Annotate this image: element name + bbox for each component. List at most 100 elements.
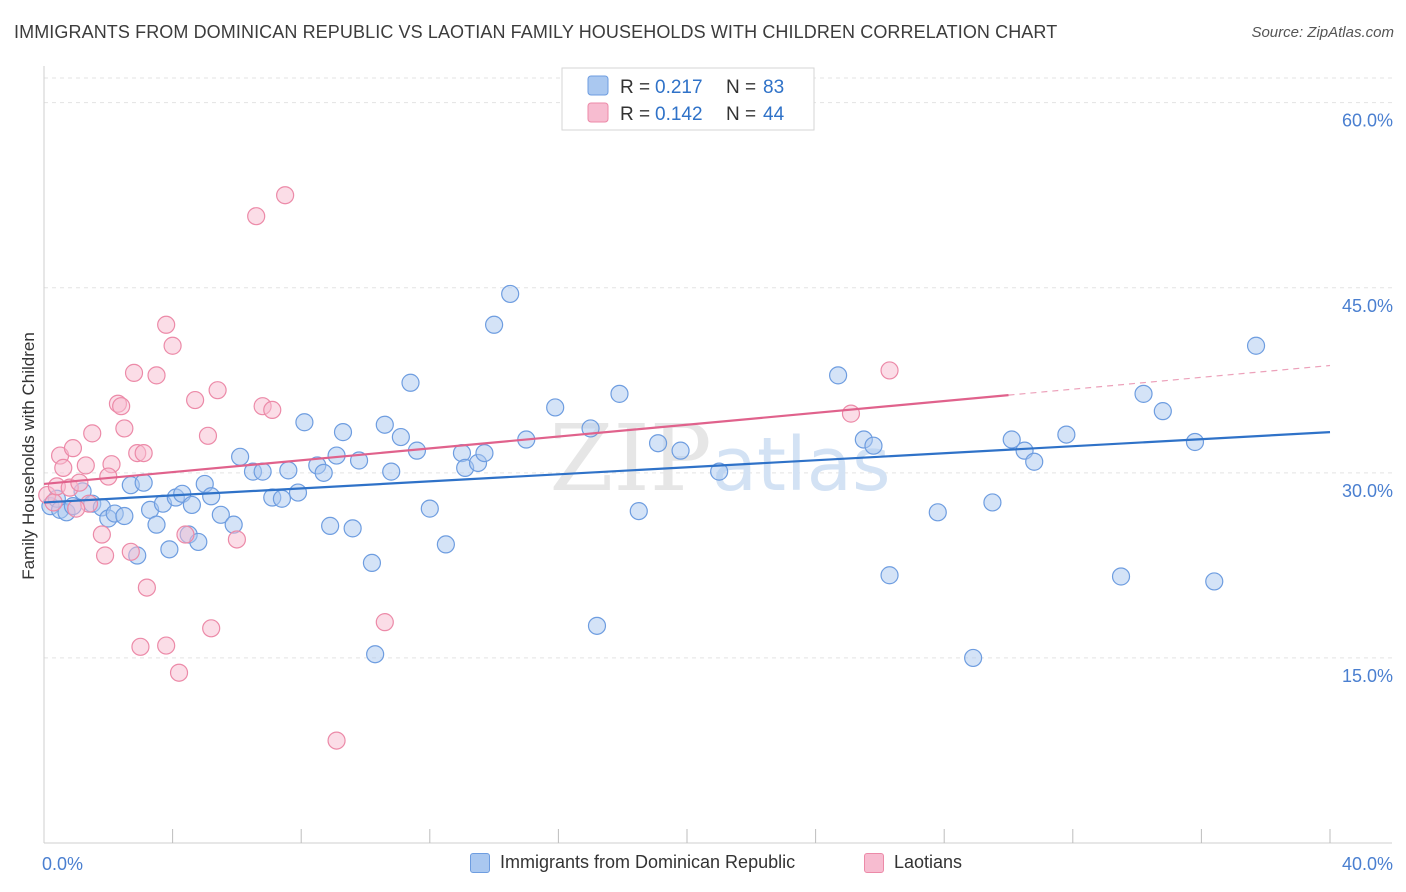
point-laotian	[202, 619, 221, 638]
point-laotian	[115, 419, 134, 438]
point-laotian	[67, 499, 86, 518]
point-dominican	[436, 535, 455, 554]
point-dominican	[452, 443, 472, 463]
legend-label-laotians: Laotians	[894, 852, 963, 872]
point-laotian	[147, 366, 166, 385]
point-dominican	[648, 434, 668, 453]
point-dominican	[1134, 384, 1153, 403]
point-laotian	[95, 546, 115, 565]
legend-r-label-2: R =	[620, 104, 650, 125]
point-laotian	[112, 397, 131, 416]
point-dominican	[1246, 336, 1266, 355]
point-dominican	[475, 443, 494, 463]
x-tick-label-max: 40.0%	[1342, 854, 1393, 874]
point-laotian	[76, 456, 95, 475]
legend-n-value-2: 44	[763, 104, 785, 125]
point-dominican	[134, 473, 153, 492]
point-dominican	[610, 384, 629, 403]
point-dominican	[272, 489, 292, 508]
point-dominican	[880, 566, 899, 585]
point-dominican	[382, 462, 401, 481]
point-laotian	[841, 404, 861, 423]
legend-swatch-laotians	[864, 852, 884, 873]
point-laotian	[131, 637, 150, 656]
point-dominican	[321, 516, 340, 535]
point-dominican	[829, 366, 848, 385]
point-laotian	[83, 424, 102, 443]
point-dominican	[182, 495, 201, 515]
legend-r-value-2: 0.142	[655, 104, 703, 125]
point-dominican	[1153, 402, 1172, 421]
point-dominican	[279, 461, 298, 480]
point-dominican	[629, 501, 648, 521]
legend-item-dominican: Immigrants from Dominican Republic	[470, 852, 795, 873]
legend-swatch-dominican	[470, 852, 490, 873]
point-dominican	[211, 505, 230, 524]
point-laotian	[247, 207, 266, 226]
point-laotian	[157, 636, 176, 655]
legend-swatch-pink	[587, 102, 609, 123]
legend-r-label-1: R =	[620, 77, 650, 98]
trend-line-0	[43, 431, 1331, 504]
point-dominican	[362, 553, 382, 573]
point-dominican	[1025, 452, 1044, 471]
point-dominican	[710, 462, 729, 481]
legend-label-dominican: Immigrants from Dominican Republic	[500, 852, 796, 872]
point-laotian	[227, 530, 246, 549]
grid-lines	[44, 77, 1392, 659]
point-dominican	[224, 515, 243, 534]
y-tick-label: 45.0%	[1342, 296, 1393, 316]
point-laotian	[375, 613, 394, 632]
legend-n-label-2: N =	[726, 104, 756, 125]
point-dominican	[202, 487, 221, 506]
legend-r-value-1: 0.217	[655, 77, 703, 98]
point-dominican	[314, 463, 333, 482]
point-dominican	[485, 315, 504, 334]
point-dominican	[295, 413, 314, 432]
point-laotian	[70, 473, 89, 492]
point-dominican	[1002, 430, 1021, 449]
point-dominican	[1205, 572, 1224, 591]
point-laotian	[124, 363, 144, 382]
chart-title: IMMIGRANTS FROM DOMINICAN REPUBLIC VS LA…	[14, 22, 1058, 42]
point-laotian	[263, 400, 282, 420]
y-tick-label: 30.0%	[1342, 481, 1393, 501]
point-dominican	[288, 483, 308, 502]
point-dominican	[391, 427, 410, 447]
point-laotian	[121, 542, 140, 561]
y-tick-label: 15.0%	[1342, 666, 1393, 686]
tick-labels: 15.0% 30.0% 45.0% 60.0% 0.0% 40.0%	[42, 111, 1393, 874]
point-dominican	[333, 423, 353, 442]
point-laotian	[186, 390, 205, 410]
axes	[43, 66, 1392, 844]
y-axis-label: Family Households with Children	[19, 332, 38, 580]
point-dominican	[1185, 432, 1205, 452]
y-tick-label: 60.0%	[1342, 111, 1393, 131]
legend-bottom: Immigrants from Dominican Republic Laoti…	[0, 852, 1406, 876]
point-dominican	[983, 493, 1002, 512]
point-laotian	[169, 663, 189, 682]
trend-lines	[43, 364, 1331, 504]
point-dominican	[160, 540, 179, 559]
watermark-zip: ZIP	[550, 405, 712, 512]
point-dominican	[1111, 567, 1131, 586]
point-laotian	[157, 315, 176, 334]
point-dominican	[115, 506, 134, 526]
point-dominican	[147, 515, 166, 534]
point-dominican	[964, 648, 983, 668]
point-laotian	[134, 443, 153, 463]
point-dominican	[501, 284, 520, 304]
point-dominican	[928, 503, 947, 522]
point-laotian	[92, 525, 111, 544]
trend-line-1	[43, 394, 1009, 486]
point-dominican	[420, 499, 439, 518]
point-dominican	[375, 415, 394, 434]
legend-n-label-1: N =	[726, 77, 756, 98]
point-dominican	[546, 398, 565, 417]
point-dominican	[231, 447, 250, 466]
point-dominican	[401, 373, 420, 392]
source-note: Source: ZipAtlas.com	[1251, 24, 1394, 41]
point-dominican	[671, 441, 690, 460]
point-laotian	[137, 578, 156, 597]
